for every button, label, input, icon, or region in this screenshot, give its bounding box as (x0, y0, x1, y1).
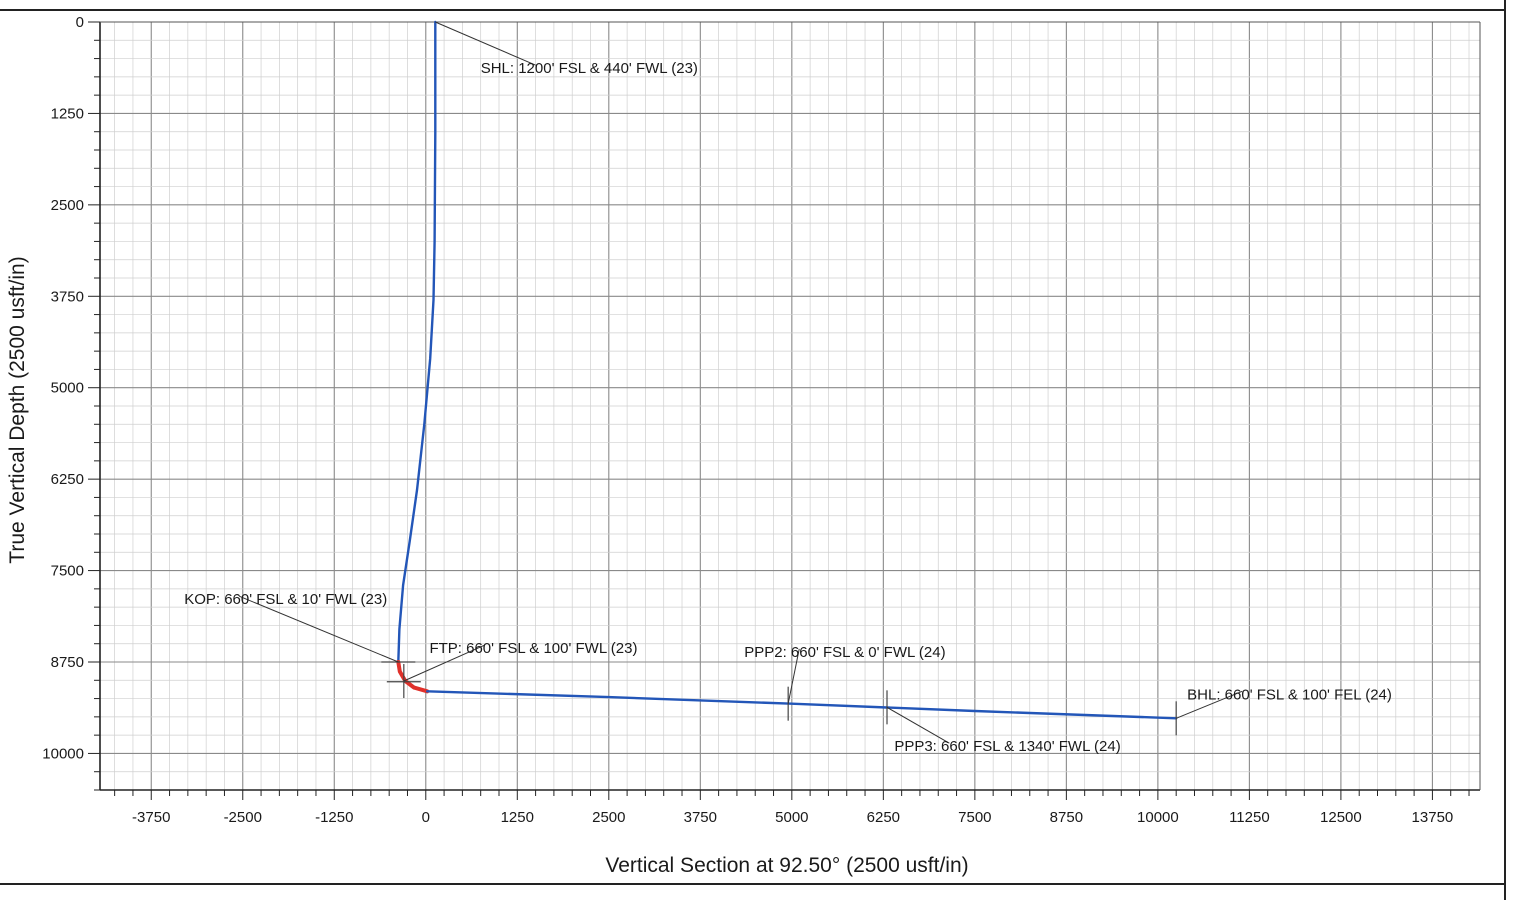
annotation-leader (787, 648, 800, 704)
x-tick-label: -3750 (132, 809, 170, 826)
y-tick-label: 8750 (51, 654, 84, 671)
annotation-leader (1175, 690, 1243, 719)
annotation-leader (238, 595, 399, 663)
annotation-label: PPP3: 660' FSL & 1340' FWL (24) (894, 738, 1120, 755)
x-tick-label: 6250 (867, 809, 900, 826)
x-tick-label: -1250 (315, 809, 353, 826)
grid (100, 21, 1480, 791)
annotation-leader (403, 644, 485, 682)
x-tick-label: 5000 (775, 809, 808, 826)
series-line-3 (426, 690, 1178, 720)
x-tick-label: 0 (422, 809, 430, 826)
y-tick-label: 10000 (42, 745, 84, 762)
x-tick-label: 11250 (1229, 809, 1270, 826)
x-tick-label: 3750 (684, 809, 717, 826)
x-tick-label: 10000 (1137, 809, 1179, 826)
y-tick-label: 7500 (51, 563, 84, 580)
annotation-label: FTP: 660' FSL & 100' FWL (23) (429, 640, 637, 657)
y-tick-label: 5000 (51, 380, 84, 397)
annotation-label: BHL: 660' FSL & 100' FEL (24) (1187, 686, 1392, 703)
x-tick-label: 2500 (592, 809, 625, 826)
x-tick-label: 13750 (1412, 809, 1454, 826)
annotation-label: KOP: 660' FSL & 10' FWL (23) (184, 591, 387, 608)
x-axis-title: Vertical Section at 92.50° (2500 usft/in… (605, 854, 968, 877)
annotation-layer: SHL: 1200' FSL & 440' FWL (23) KOP: 660' … (184, 21, 1392, 755)
x-tick-label: 12500 (1320, 809, 1362, 826)
axes: -3750 -2500 -1250 0 1250 2500 3750 5000 6250 7500… (42, 14, 1481, 826)
y-tick-label: 1250 (51, 105, 84, 122)
annotation-leader (886, 706, 950, 744)
series-line-2 (396, 660, 430, 694)
y-tick-label: 2500 (51, 197, 84, 214)
x-tick-label: -2500 (224, 809, 262, 826)
y-tick-label: 6250 (51, 471, 84, 488)
annotation-label: SHL: 1200' FSL & 440' FWL (23) (481, 60, 698, 77)
annotation-leader (435, 21, 536, 66)
x-tick-label: 1250 (501, 809, 534, 826)
x-tick-label: 8750 (1050, 809, 1083, 826)
y-axis-title: True Vertical Depth (2500 usft/in) (6, 256, 29, 563)
series-layer (396, 20, 1178, 720)
annotation-label: PPP2: 660' FSL & 0' FWL (24) (744, 644, 945, 661)
x-tick-label: 7500 (958, 809, 991, 826)
series-line-1 (397, 20, 437, 664)
y-tick-label: 0 (76, 14, 84, 31)
y-tick-label: 3750 (51, 288, 84, 305)
